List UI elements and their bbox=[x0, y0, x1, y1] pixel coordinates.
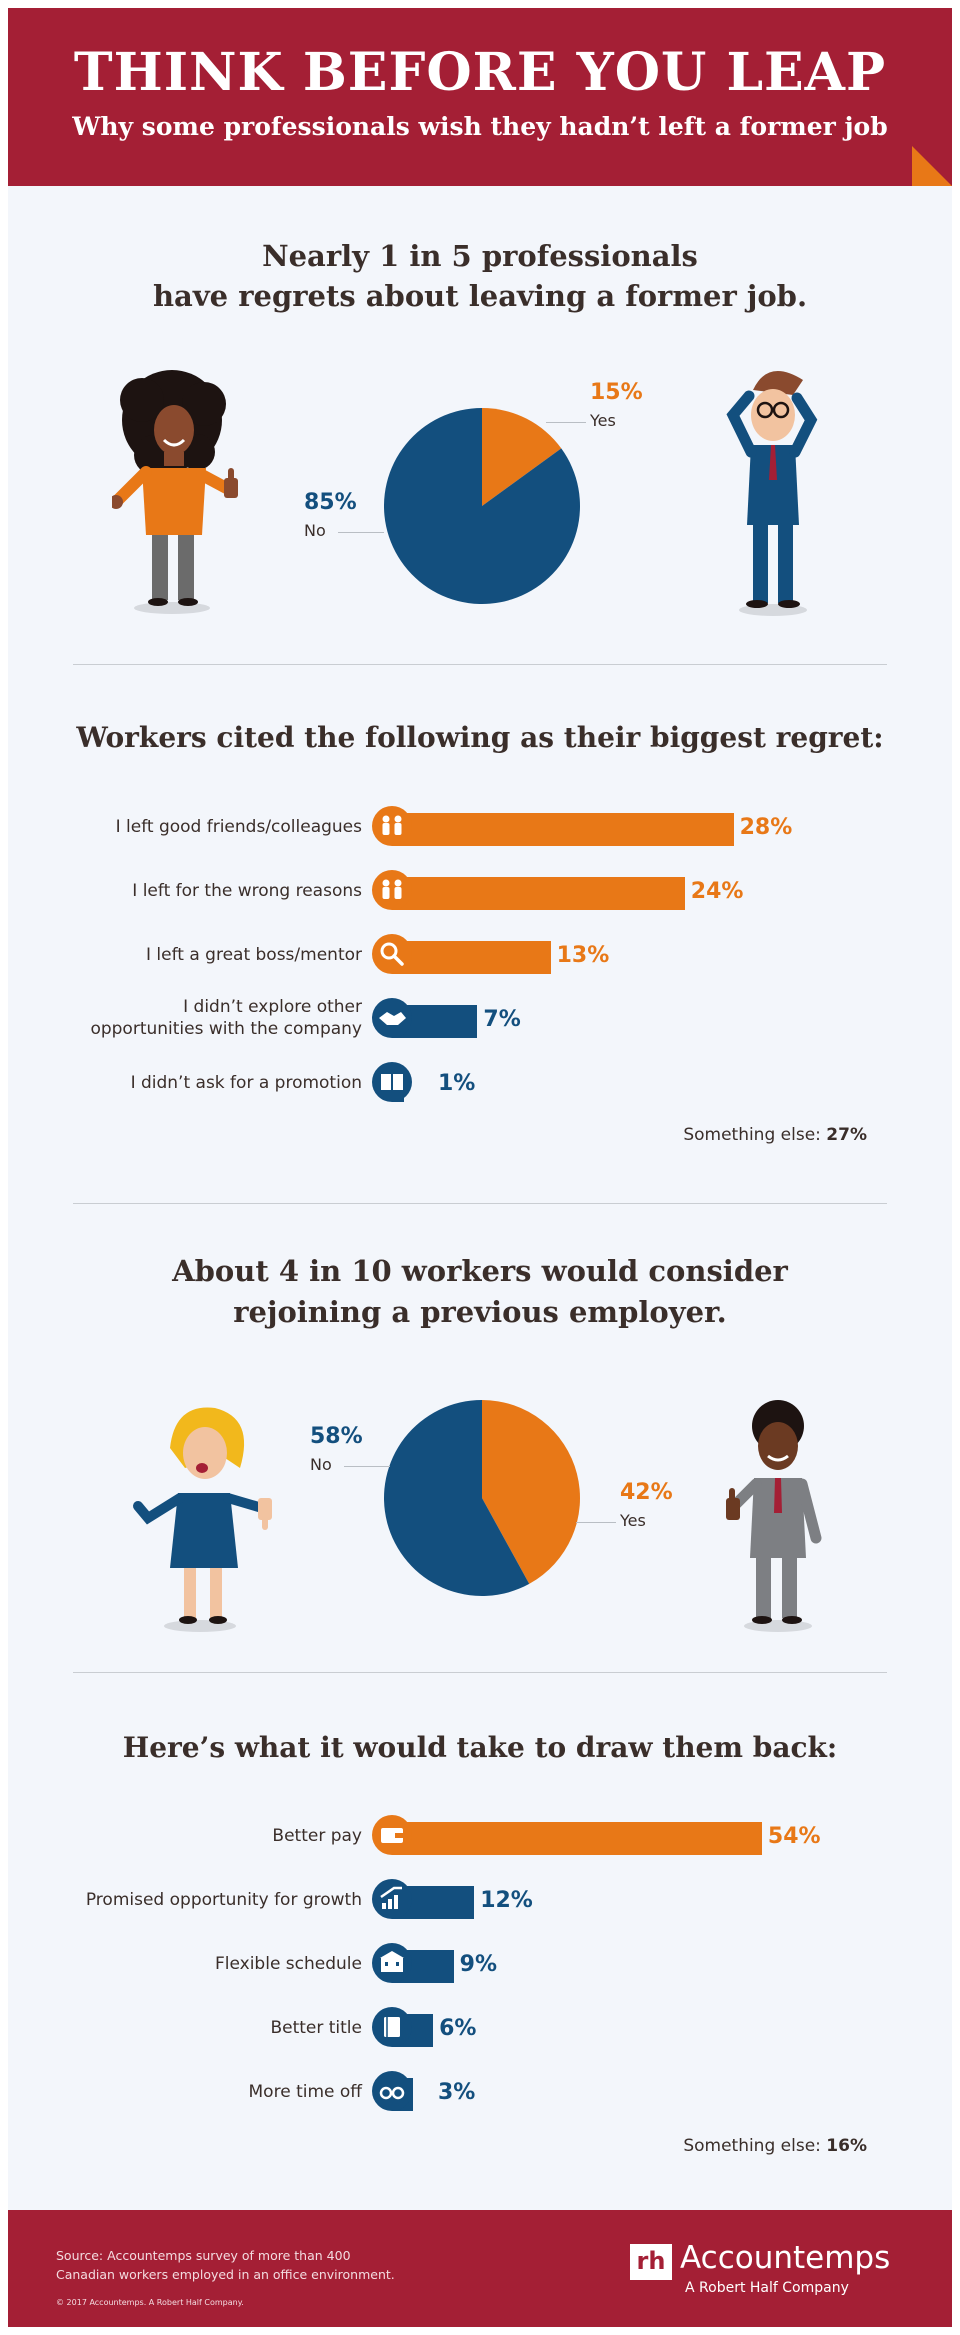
bar-category-label: Better pay bbox=[272, 1826, 362, 1846]
building-icon bbox=[372, 1943, 412, 1983]
happy-woman-illustration bbox=[112, 370, 238, 614]
bar-row: I didn’t ask for a promotion 1% bbox=[8, 1062, 952, 1102]
copyright: © 2017 Accountemps. A Robert Half Compan… bbox=[56, 2298, 244, 2307]
bar-category-label: More time off bbox=[248, 2082, 362, 2102]
source-line2: Canadian workers employed in an office e… bbox=[56, 2267, 395, 2282]
brand-name: Accountemps bbox=[680, 2240, 891, 2276]
footer: Source: Accountemps survey of more than … bbox=[8, 2210, 952, 2327]
bar-value-label: 28% bbox=[739, 815, 793, 840]
pie2-yes-percent: 42% bbox=[620, 1480, 673, 1505]
drawback-other-value: 16% bbox=[826, 2136, 867, 2156]
section-divider bbox=[73, 1672, 887, 1673]
pie-slice-yes bbox=[482, 1400, 580, 1584]
notebook-icon bbox=[372, 2007, 412, 2047]
header-banner: THINK BEFORE YOU LEAP Why some professio… bbox=[8, 8, 952, 186]
bar-category-label: I left for the wrong reasons bbox=[132, 881, 362, 901]
pie-slice-no bbox=[383, 1400, 530, 1596]
bar-value-label: 7% bbox=[483, 1007, 521, 1032]
page-subtitle: Why some professionals wish they hadn’t … bbox=[72, 112, 888, 141]
bar-category-label: Promised opportunity for growth bbox=[85, 1890, 362, 1910]
pie2-yes-leader bbox=[576, 1522, 616, 1523]
section2-heading: Workers cited the following as their big… bbox=[76, 721, 884, 754]
growth-chart-icon bbox=[372, 1879, 412, 1919]
pie1-no-percent: 85% bbox=[304, 490, 357, 515]
section3-heading-line2: rejoining a previous employer. bbox=[233, 1295, 727, 1329]
bar-row: Better title 6% bbox=[8, 2007, 952, 2047]
section1-heading: Nearly 1 in 5 professionals have regrets… bbox=[8, 236, 952, 316]
pie1-no-label: No bbox=[304, 521, 326, 540]
section-divider bbox=[73, 664, 887, 665]
regret-other-value: 27% bbox=[826, 1125, 867, 1145]
drawback-other: Something else: 16% bbox=[683, 2136, 867, 2156]
bar-row: I left good friends/colleagues 28% bbox=[8, 806, 952, 846]
bar-category-label: Flexible schedule bbox=[214, 1954, 362, 1974]
bar bbox=[392, 941, 551, 974]
bar-value-label: 3% bbox=[438, 2080, 476, 2105]
book-icon bbox=[372, 1062, 412, 1102]
corner-fold-icon bbox=[912, 146, 952, 186]
rh-logo-icon: rh bbox=[630, 2244, 672, 2280]
regretful-man-illustration bbox=[726, 371, 818, 616]
bar-row: Flexible schedule 9% bbox=[8, 1943, 952, 1983]
bar-row: More time off 3% bbox=[8, 2071, 952, 2111]
glasses-icon bbox=[372, 2071, 412, 2111]
pie1-yes-percent: 15% bbox=[590, 380, 643, 405]
regret-bar-chart: I left good friends/colleagues 28% I left … bbox=[8, 8, 952, 2327]
wallet-icon bbox=[372, 1815, 412, 1855]
section1-heading-line1: Nearly 1 in 5 professionals bbox=[262, 239, 698, 273]
bar-row: Promised opportunity for growth 12% bbox=[8, 1879, 952, 1919]
drawback-other-label: Something else: bbox=[683, 2136, 821, 2156]
bar-value-label: 1% bbox=[438, 1071, 476, 1096]
happy-man-illustration bbox=[726, 1400, 822, 1632]
pie-slice-yes bbox=[482, 408, 562, 506]
drawback-bar-chart: Better pay 54% Promised opportunity for gr… bbox=[8, 8, 952, 2327]
bar-row: I didn’t explore other opportunities with… bbox=[8, 997, 952, 1039]
pie-slice-no bbox=[384, 408, 580, 604]
bar-value-label: 24% bbox=[690, 879, 744, 904]
section4-heading: Here’s what it would take to draw them b… bbox=[122, 1731, 838, 1764]
regret-other: Something else: 27% bbox=[683, 1125, 867, 1145]
bar-value-label: 6% bbox=[439, 2016, 477, 2041]
pie2-yes-label: Yes bbox=[620, 1511, 646, 1530]
section3-heading: About 4 in 10 workers would consider rej… bbox=[8, 1251, 952, 1333]
pie2-no-percent: 58% bbox=[310, 1424, 363, 1449]
magnifier-icon bbox=[372, 934, 412, 974]
pie2-no-leader bbox=[344, 1466, 390, 1467]
regret-pie-chart bbox=[384, 408, 580, 604]
infographic: THINK BEFORE YOU LEAP Why some professio… bbox=[8, 8, 952, 2327]
unhappy-woman-illustration bbox=[133, 1407, 272, 1632]
bar-value-label: 9% bbox=[459, 1952, 497, 1977]
bar-row: I left for the wrong reasons 24% bbox=[8, 870, 952, 910]
section-divider bbox=[73, 1203, 887, 1204]
source-note: Source: Accountemps survey of more than … bbox=[56, 2246, 395, 2284]
section3-heading-line1: About 4 in 10 workers would consider bbox=[172, 1254, 788, 1288]
bar-row: Better pay 54% bbox=[8, 1815, 952, 1855]
pie1-yes-leader bbox=[546, 422, 586, 423]
source-line1: Source: Accountemps survey of more than … bbox=[56, 2248, 351, 2263]
people-icon bbox=[372, 806, 412, 846]
handshake-icon bbox=[372, 998, 412, 1038]
brand-tagline: A Robert Half Company bbox=[685, 2280, 849, 2296]
bar-row: I left a great boss/mentor 13% bbox=[8, 934, 952, 974]
bar-value-label: 12% bbox=[480, 1888, 533, 1913]
pie1-no-leader bbox=[338, 532, 384, 533]
people-icon bbox=[372, 870, 412, 910]
bar-category-label: I didn’t explore other opportunities with… bbox=[90, 997, 362, 1039]
bar bbox=[392, 1822, 762, 1855]
bar-category-label: Better title bbox=[270, 2018, 362, 2038]
bar-value-label: 54% bbox=[767, 1824, 821, 1849]
bar-category-label: I left a great boss/mentor bbox=[145, 945, 362, 965]
bar-category-label: I didn’t ask for a promotion bbox=[130, 1073, 362, 1093]
regret-other-label: Something else: bbox=[683, 1125, 821, 1145]
section1-heading-line2: have regrets about leaving a former job. bbox=[152, 279, 808, 313]
bar-category-label: I left good friends/colleagues bbox=[115, 817, 362, 837]
bar bbox=[392, 813, 734, 846]
bar bbox=[392, 877, 685, 910]
page-title: THINK BEFORE YOU LEAP bbox=[73, 42, 887, 103]
bar-value-label: 13% bbox=[556, 943, 610, 968]
rejoin-pie-chart bbox=[383, 1400, 580, 1596]
pie2-no-label: No bbox=[310, 1455, 332, 1474]
pie1-yes-label: Yes bbox=[590, 411, 616, 430]
